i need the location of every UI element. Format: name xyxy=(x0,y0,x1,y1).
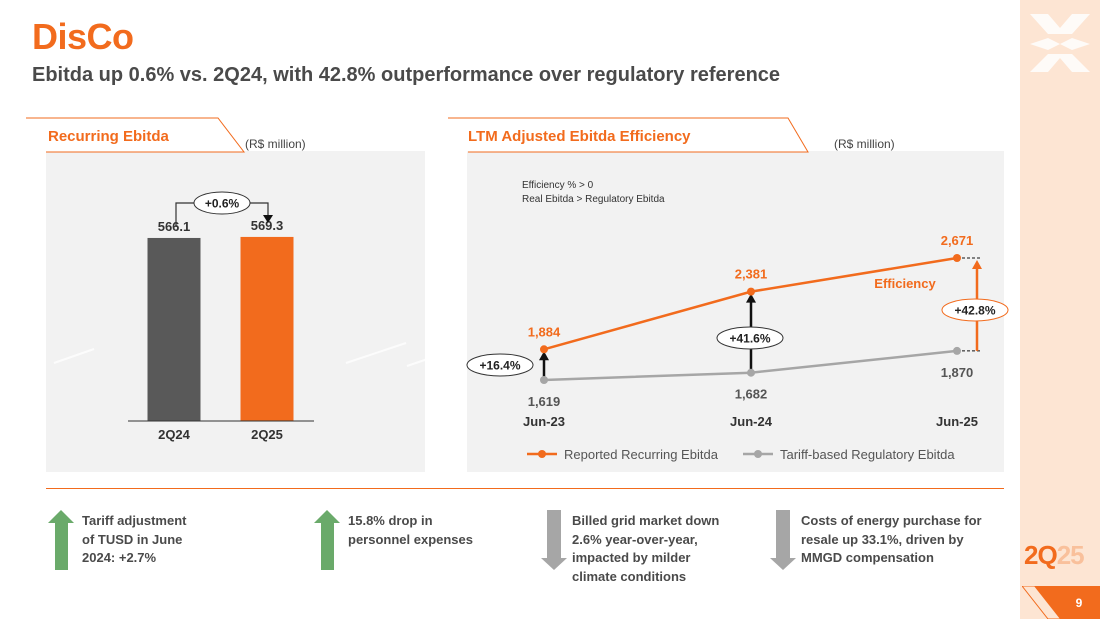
driver-text: Billed grid market down 2.6% year-over-ye… xyxy=(572,512,719,586)
brand-sidebar xyxy=(1020,0,1100,619)
legend-marker-reported xyxy=(538,450,546,458)
quarter-label: 2Q25 xyxy=(1024,540,1085,570)
bar-value-label-2q24: 566.1 xyxy=(158,219,191,234)
section-divider xyxy=(46,488,1004,489)
driver-text-line: Costs of energy purchase for xyxy=(801,513,982,528)
driver-text-line: impacted by milder xyxy=(572,550,691,565)
driver-text-line: of TUSD in June xyxy=(82,531,183,547)
driver-text-line: personnel expenses xyxy=(348,531,473,547)
bar-category-label-2q25: 2Q25 xyxy=(251,427,283,442)
right-panel-unit: (R$ million) xyxy=(834,137,895,151)
driver-text-line: 15.8% drop in xyxy=(348,513,433,528)
driver-text-line: Tariff adjustment xyxy=(82,513,187,528)
arrow-down-icon xyxy=(541,510,567,570)
page-number-tab xyxy=(1022,586,1100,619)
efficiency-badge-jun-24 xyxy=(716,326,784,350)
page-number: 9 xyxy=(1075,596,1083,610)
driver-text-line: resale up 33.1%, driven by xyxy=(801,531,964,547)
arrow-up-icon xyxy=(314,510,340,570)
efficiency-badge-jun-25 xyxy=(941,298,1009,322)
efficiency-badge-label-jun-23: +16.4% xyxy=(479,359,520,373)
recurring-ebitda-bar-chart: 566.1 569.3 2Q24 2Q25 +0.6% xyxy=(53,191,407,442)
growth-badge-label: +0.6% xyxy=(205,197,240,211)
page-title: DisCo xyxy=(32,16,134,57)
legend-label-reported: Reported Recurring Ebitda xyxy=(564,447,719,462)
left-panel-unit: (R$ million) xyxy=(245,137,306,151)
right-panel-tab xyxy=(448,117,809,153)
bar-2q25 xyxy=(240,236,294,421)
value-label-reported-jun-24: 2,381 xyxy=(735,267,768,282)
efficiency-badge-label-jun-24: +41.6% xyxy=(729,332,770,346)
point-reported-jun-23 xyxy=(540,345,548,354)
value-label-regulatory-jun-25: 1,870 xyxy=(941,365,974,380)
right-panel-background xyxy=(467,151,1004,472)
legend-marker-regulatory xyxy=(754,450,762,458)
driver-text-line: MMGD compensation xyxy=(801,550,934,565)
bar-value-label-2q25: 569.3 xyxy=(251,218,284,233)
brand-logo-icon xyxy=(1030,14,1090,72)
driver-text-line: climate conditions xyxy=(572,568,687,584)
arrow-down-icon xyxy=(770,510,796,570)
point-regulatory-jun-25 xyxy=(953,346,961,355)
efficiency-note-line1: Efficiency % > 0 xyxy=(522,180,594,191)
growth-connector-arrowhead xyxy=(263,215,273,223)
x-tick-label-jun-23: Jun-23 xyxy=(523,414,565,429)
bar-category-label-2q24: 2Q24 xyxy=(158,427,191,442)
growth-badge xyxy=(193,191,251,215)
efficiency-arrowhead-jun-23 xyxy=(539,351,549,361)
efficiency-arrowhead-jun-24 xyxy=(746,293,756,303)
efficiency-annotation: Efficiency xyxy=(874,276,936,291)
driver-text-line: 2024: +2.7% xyxy=(82,550,157,565)
driver-text: Costs of energy purchase for resale up 33… xyxy=(801,512,982,568)
value-label-regulatory-jun-23: 1,619 xyxy=(528,394,561,409)
left-panel-tab xyxy=(26,117,246,153)
page-subtitle: Ebitda up 0.6% vs. 2Q24, with 42.8% outp… xyxy=(32,64,781,86)
x-tick-label-jun-24: Jun-24 xyxy=(730,414,773,429)
value-label-reported-jun-25: 2,671 xyxy=(941,233,974,248)
legend-label-regulatory: Tariff-based Regulatory Ebitda xyxy=(780,447,955,462)
driver-text-line: Billed grid market down xyxy=(572,513,720,528)
value-label-regulatory-jun-24: 1,682 xyxy=(735,387,768,402)
efficiency-badge-jun-23 xyxy=(466,353,534,377)
efficiency-note-line2: Real Ebitda > Regulatory Ebitda xyxy=(522,194,665,205)
point-reported-jun-25 xyxy=(953,254,961,262)
value-label-reported-jun-23: 1,884 xyxy=(528,324,561,339)
x-tick-label-jun-25: Jun-25 xyxy=(936,414,978,429)
efficiency-badge-label-jun-25: +42.8% xyxy=(954,304,995,318)
efficiency-arrowhead-jun-25 xyxy=(972,260,982,269)
right-panel-title: LTM Adjusted Ebitda Efficiency xyxy=(468,128,691,145)
left-panel-title: Recurring Ebitda xyxy=(48,128,169,145)
driver-text-line: 2.6% year-over-year, xyxy=(572,531,698,547)
bar-2q24 xyxy=(147,237,201,421)
arrow-up-icon xyxy=(48,510,74,570)
driver-text: Tariff adjustment of TUSD in June 2024: +2… xyxy=(82,512,187,568)
driver-text: 15.8% drop in personnel expenses xyxy=(348,512,473,549)
point-reported-jun-24 xyxy=(747,287,755,296)
point-regulatory-jun-24 xyxy=(747,368,755,377)
point-regulatory-jun-23 xyxy=(540,376,548,384)
ebitda-efficiency-line-chart: Efficiency % > 0 Real Ebitda > Regulator… xyxy=(406,180,1009,462)
